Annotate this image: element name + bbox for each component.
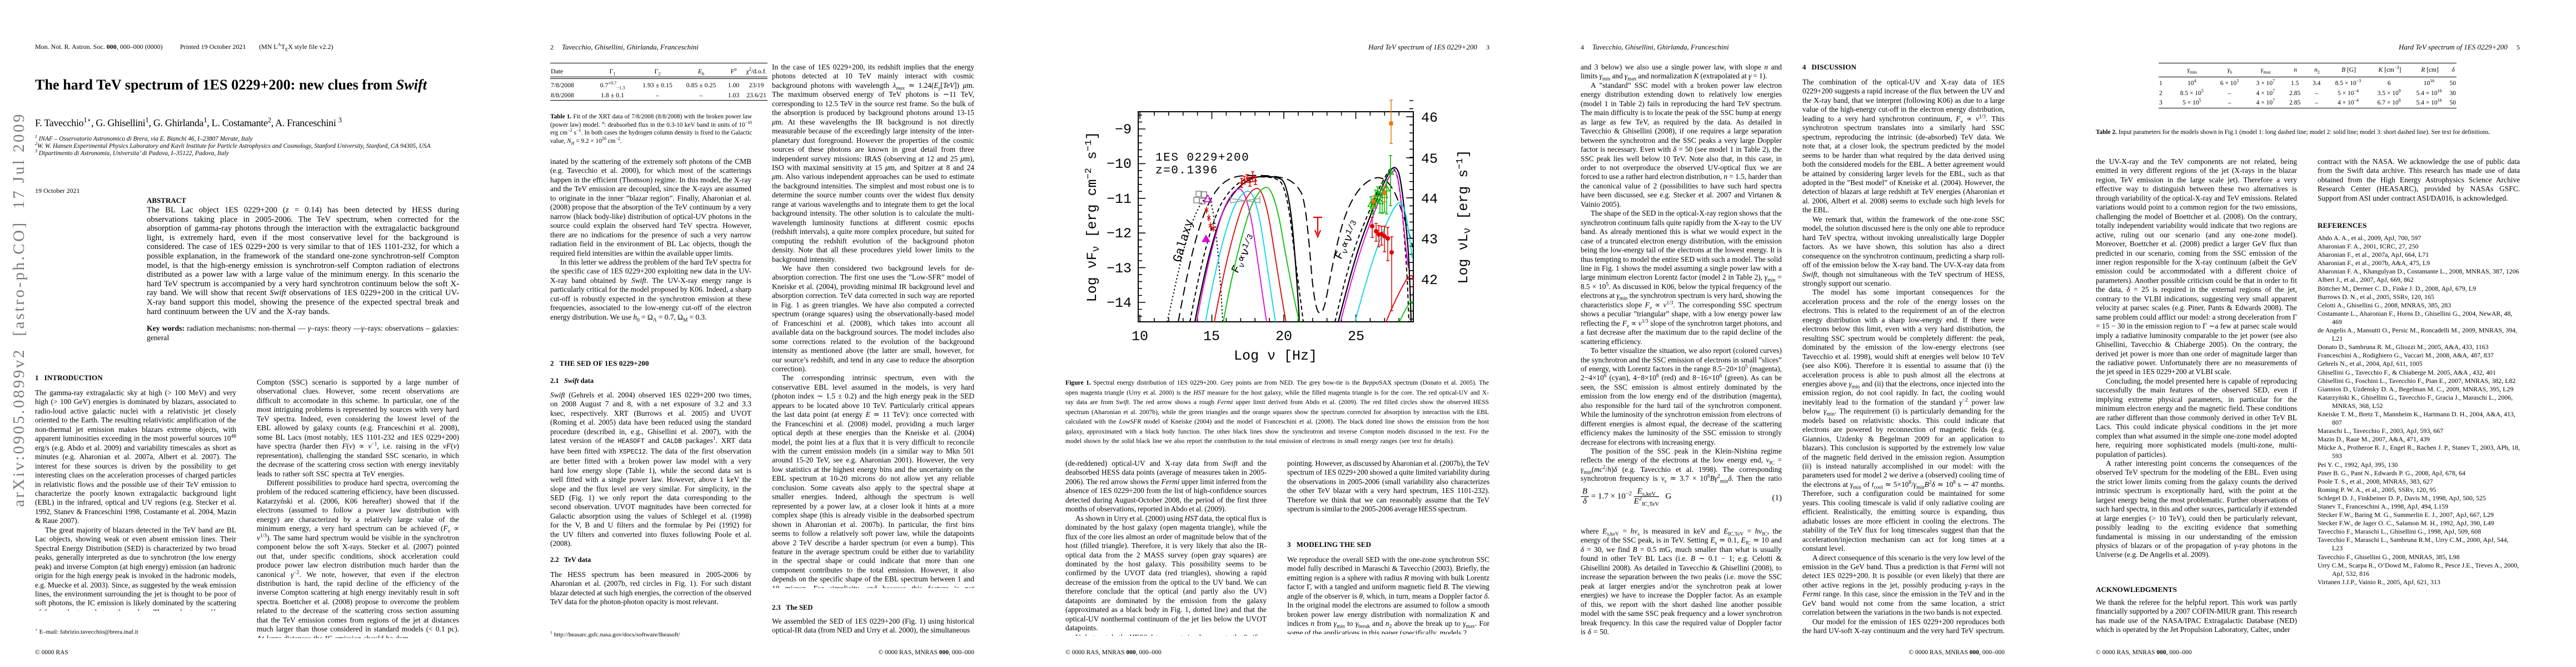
svg-text:−12: −12 — [1107, 226, 1132, 242]
svg-text:43: 43 — [1421, 232, 1438, 248]
svg-text:−10: −10 — [1107, 156, 1132, 172]
svg-text:46: 46 — [1421, 110, 1438, 126]
svg-text:−9: −9 — [1115, 122, 1132, 138]
svg-text:1ES 0229+200: 1ES 0229+200 — [1155, 152, 1249, 165]
svg-text:Log ν [Hz]: Log ν [Hz] — [1234, 348, 1317, 364]
svg-text:42: 42 — [1421, 272, 1438, 288]
svg-text:45: 45 — [1421, 151, 1438, 167]
svg-text:−14: −14 — [1107, 295, 1132, 311]
svg-text:20: 20 — [1275, 328, 1292, 345]
svg-text:10: 10 — [1132, 328, 1148, 345]
svg-text:25: 25 — [1348, 328, 1364, 345]
svg-text:z=0.1396: z=0.1396 — [1155, 165, 1218, 177]
svg-text:−13: −13 — [1107, 261, 1132, 277]
svg-text:44: 44 — [1421, 191, 1438, 207]
svg-text:Galaxy: Galaxy — [1170, 218, 1197, 264]
svg-text:Log νFν [erg cm−2 s−1]: Log νFν [erg cm−2 s−1] — [1084, 132, 1102, 302]
svg-text:−11: −11 — [1107, 191, 1132, 207]
svg-text:15: 15 — [1203, 328, 1220, 345]
svg-text:Log νLν [erg s−1]: Log νLν [erg s−1] — [1455, 150, 1473, 283]
svg-text:Fν∝ν1/3: Fν∝ν1/3 — [1332, 218, 1364, 262]
